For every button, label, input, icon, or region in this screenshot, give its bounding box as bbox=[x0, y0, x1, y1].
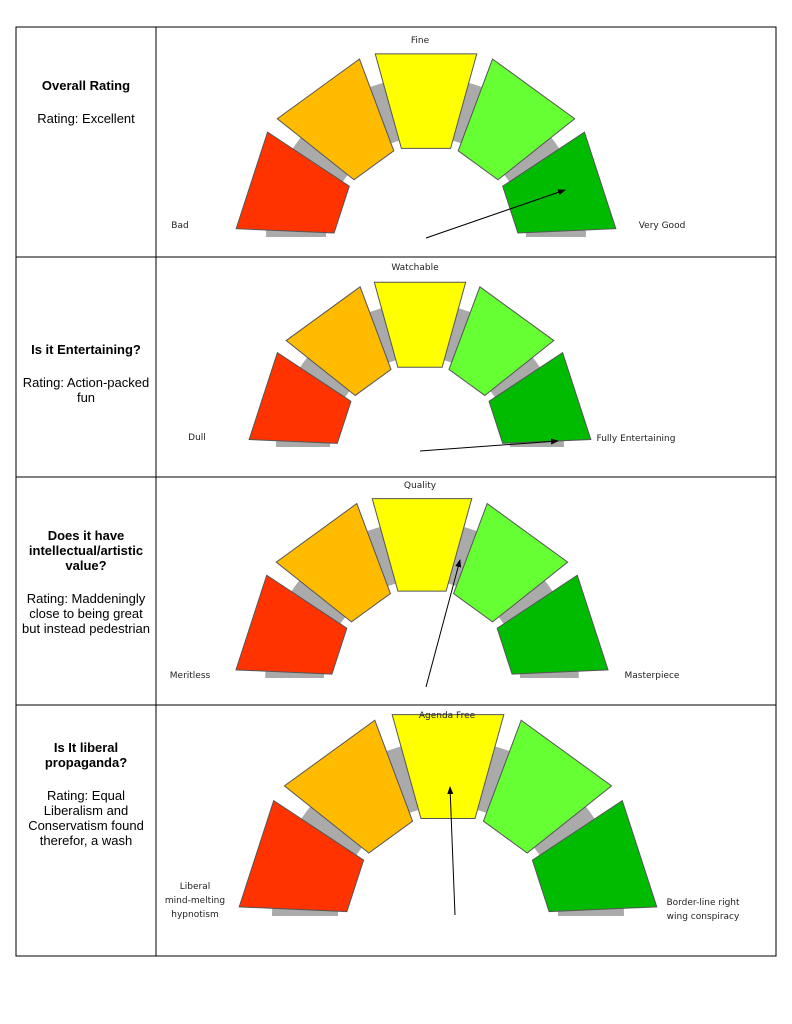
gauge-segment bbox=[448, 286, 555, 397]
gauge-left-label: Liberal bbox=[180, 882, 210, 892]
gauge-segment bbox=[238, 799, 365, 913]
gauge-segment bbox=[496, 574, 609, 675]
gauge-top-label: Agenda Free bbox=[419, 711, 476, 721]
gauge-segment bbox=[502, 131, 617, 234]
gauge-left-label: mind-melting bbox=[165, 896, 225, 906]
gauge-top-label: Watchable bbox=[391, 263, 439, 273]
gauge-needle bbox=[425, 189, 566, 239]
rating: Rating: Maddeningly close to being great… bbox=[22, 591, 150, 636]
gauge-top-label: Quality bbox=[404, 481, 437, 491]
rating: Rating: Excellent bbox=[37, 111, 135, 126]
gauge-segment bbox=[374, 53, 478, 149]
rating: Rating: Equal Liberalism and Conservatis… bbox=[28, 788, 144, 848]
gauge-segment bbox=[275, 502, 392, 623]
gauge-top-label: Fine bbox=[411, 36, 430, 46]
gauge-needle bbox=[419, 438, 559, 452]
gauge-segment bbox=[235, 574, 348, 675]
question: Is It liberal propaganda? bbox=[44, 740, 128, 770]
gauge-needle bbox=[447, 786, 456, 916]
gauge-left-label: hypnotism bbox=[171, 910, 218, 920]
gauge-needle bbox=[425, 559, 462, 688]
table-border bbox=[15, 26, 777, 957]
gauge-right-label: Border-line right bbox=[666, 898, 740, 908]
gauge-left-label: Bad bbox=[171, 221, 188, 231]
gauge-segment bbox=[488, 351, 592, 444]
gauge-segment bbox=[531, 799, 658, 913]
gauge-right-label: Very Good bbox=[639, 221, 686, 231]
gauge-segment bbox=[285, 286, 392, 397]
gauge-segment bbox=[457, 58, 576, 181]
question-cell: Does it have intellectual/artistic value… bbox=[22, 528, 150, 636]
question-cell: Overall Rating Rating: Excellent bbox=[22, 78, 150, 126]
gauge-segment bbox=[235, 131, 350, 234]
gauge-right-label: Masterpiece bbox=[625, 671, 680, 681]
rating: Rating: Action-packed fun bbox=[22, 375, 150, 405]
gauge-left-label: Meritless bbox=[170, 671, 211, 681]
gauge-right-label: Fully Entertaining bbox=[597, 434, 676, 444]
gauge-right-label: wing conspiracy bbox=[667, 912, 740, 922]
question-cell: Is it Entertaining? Rating: Action-packed… bbox=[22, 342, 150, 405]
gauge-left-label: Dull bbox=[188, 433, 206, 443]
gauge-segment bbox=[283, 719, 414, 854]
gauge-segment bbox=[391, 714, 505, 819]
gauge-segment bbox=[373, 281, 467, 368]
question: Is it Entertaining? bbox=[31, 342, 141, 357]
gauge-segment bbox=[276, 58, 395, 181]
gauge-segment bbox=[371, 498, 473, 592]
question-cell: Is It liberal propaganda? Rating: Equal L… bbox=[22, 740, 150, 848]
question: Overall Rating bbox=[41, 78, 131, 93]
gauge-segment bbox=[482, 719, 613, 854]
question: Does it have intellectual/artistic value… bbox=[28, 528, 144, 573]
gauge-segment bbox=[248, 351, 352, 444]
gauge-segment bbox=[452, 502, 569, 623]
